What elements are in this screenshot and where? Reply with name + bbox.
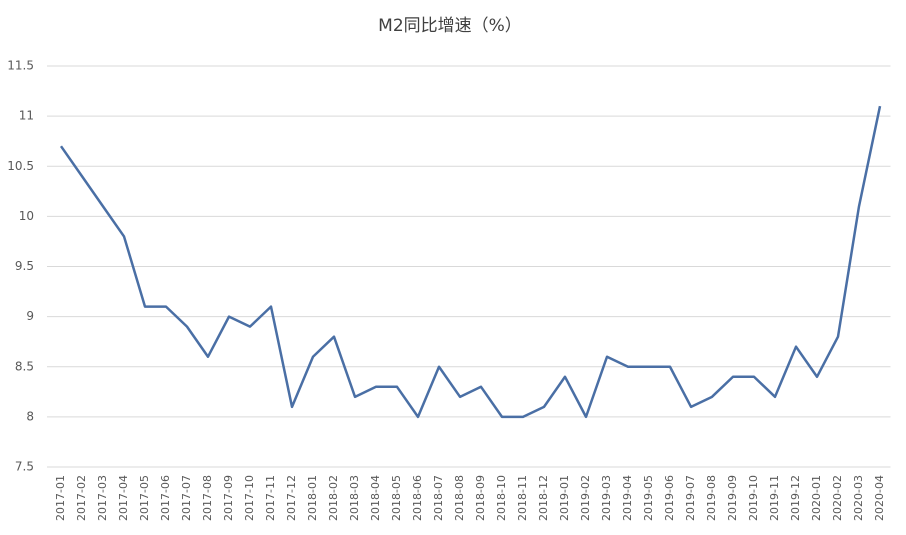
x-tick-label: 2017-12 xyxy=(285,475,298,521)
y-tick-label: 11.5 xyxy=(7,59,34,73)
x-tick-label: 2017-08 xyxy=(201,475,214,521)
x-tick-label: 2017-06 xyxy=(159,475,172,521)
x-tick-label: 2020-04 xyxy=(873,475,886,521)
x-tick-label: 2018-06 xyxy=(411,475,424,521)
x-tick-label: 2017-10 xyxy=(243,475,256,521)
x-tick-label: 2017-07 xyxy=(180,475,193,521)
x-tick-label: 2019-05 xyxy=(642,475,655,521)
y-tick-label: 10 xyxy=(19,209,34,223)
x-tick-label: 2019-03 xyxy=(600,475,613,521)
y-tick-label: 11 xyxy=(19,109,34,123)
x-tick-label: 2018-02 xyxy=(327,475,340,521)
x-tick-label: 2019-04 xyxy=(621,475,634,521)
x-tick-label: 2019-01 xyxy=(558,475,571,521)
y-tick-label: 9.5 xyxy=(15,259,34,273)
x-tick-label: 2020-03 xyxy=(852,475,865,521)
x-tick-label: 2019-10 xyxy=(747,475,760,521)
x-tick-label: 2019-09 xyxy=(726,475,739,521)
x-tick-label: 2018-05 xyxy=(390,475,403,521)
x-tick-label: 2017-11 xyxy=(264,475,277,521)
x-tick-label: 2017-01 xyxy=(54,475,67,521)
x-tick-label: 2017-09 xyxy=(222,475,235,521)
series-line xyxy=(59,105,882,419)
x-tick-label: 2019-08 xyxy=(705,475,718,521)
x-tick-label: 2018-01 xyxy=(306,475,319,521)
x-tick-label: 2018-04 xyxy=(369,475,382,521)
x-tick-label: 2017-05 xyxy=(138,475,151,521)
x-tick-label: 2020-01 xyxy=(810,475,823,521)
x-tick-label: 2019-11 xyxy=(768,475,781,521)
x-tick-label: 2018-12 xyxy=(537,475,550,521)
y-tick-label: 9 xyxy=(26,309,34,323)
y-tick-label: 8.5 xyxy=(15,359,34,373)
x-tick-label: 2018-03 xyxy=(348,475,361,521)
x-tick-label: 2017-02 xyxy=(75,475,88,521)
y-tick-label: 10.5 xyxy=(7,159,34,173)
x-tick-label: 2019-07 xyxy=(684,475,697,521)
x-tick-label: 2018-07 xyxy=(432,475,445,521)
x-tick-label: 2019-02 xyxy=(579,475,592,521)
x-tick-label: 2020-02 xyxy=(831,475,844,521)
x-tick-label: 2019-12 xyxy=(789,475,802,521)
y-tick-label: 8 xyxy=(26,409,34,423)
y-tick-label: 7.5 xyxy=(15,460,34,474)
x-tick-label: 2018-09 xyxy=(474,475,487,521)
x-tick-label: 2019-06 xyxy=(663,475,676,521)
x-tick-label: 2018-10 xyxy=(495,475,508,521)
x-tick-label: 2017-03 xyxy=(96,475,109,521)
chart-title: M2同比增速（%） xyxy=(378,16,522,36)
x-tick-label: 2017-04 xyxy=(117,475,130,521)
x-tick-label: 2018-11 xyxy=(516,475,529,521)
x-tick-label: 2018-08 xyxy=(453,475,466,521)
